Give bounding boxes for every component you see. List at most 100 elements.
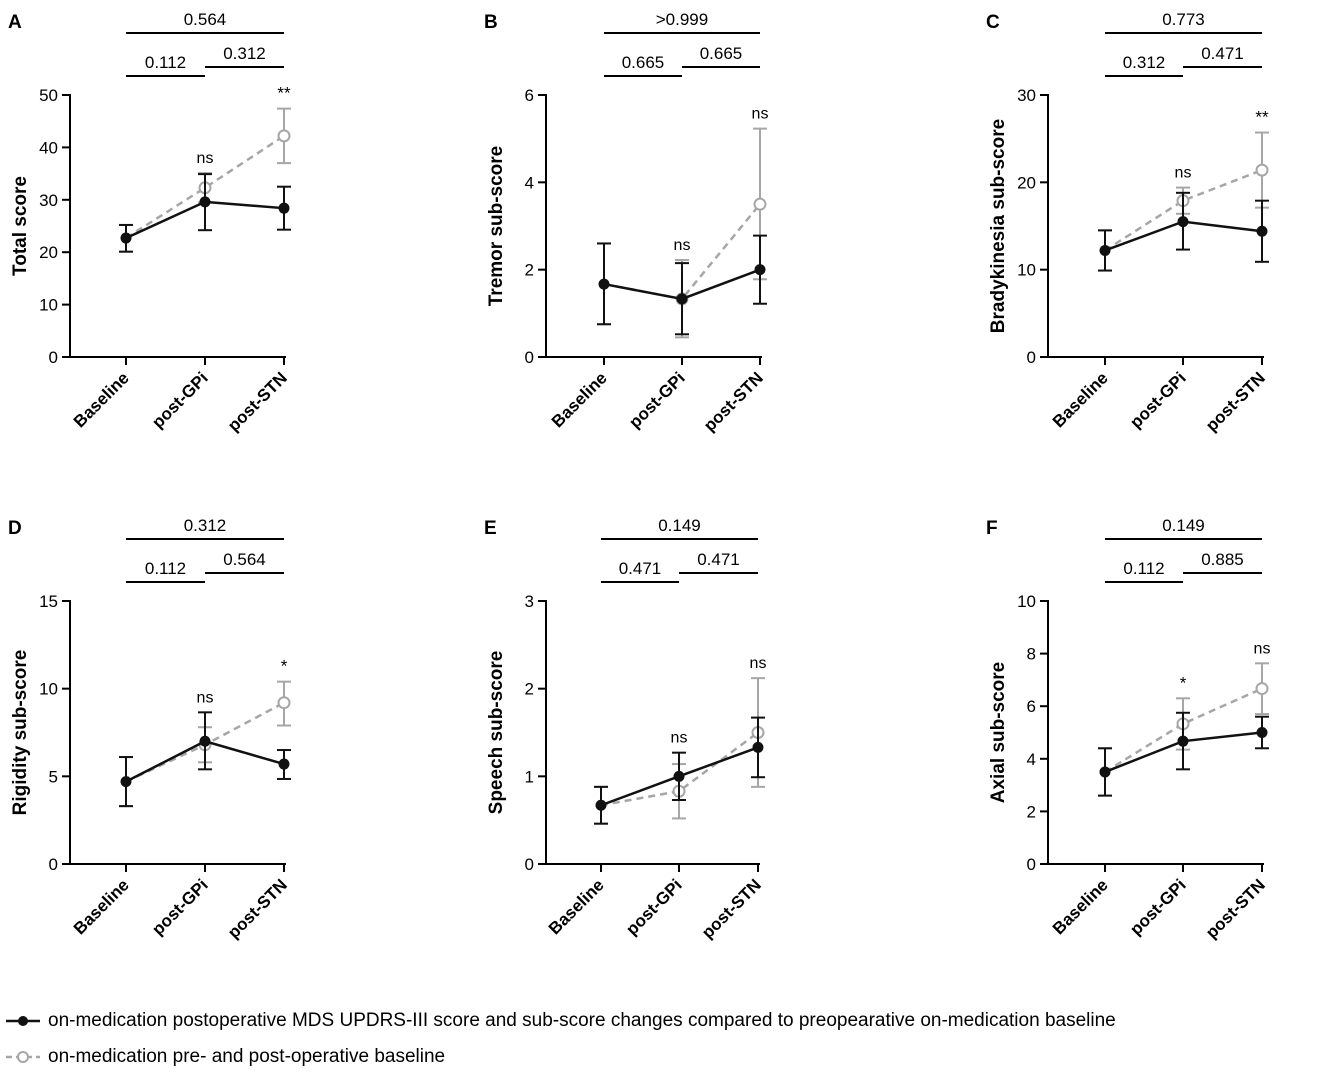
significance-label: ns xyxy=(197,150,214,167)
series-line xyxy=(600,731,759,807)
data-point xyxy=(199,196,211,208)
data-point xyxy=(1177,735,1189,747)
y-tick-label: 10 xyxy=(39,296,58,315)
y-tick-label: 10 xyxy=(1017,592,1036,611)
p-value-label: 0.112 xyxy=(145,559,186,578)
significance-label: ** xyxy=(277,84,291,103)
x-tick-label: post-STN xyxy=(1202,368,1269,435)
y-tick-label: 2 xyxy=(525,261,534,280)
significance-label: ns xyxy=(674,237,691,254)
y-axis-label: Axial sub-score xyxy=(988,662,1009,804)
y-tick-label: 6 xyxy=(525,86,534,105)
p-value-label: 0.471 xyxy=(1201,44,1244,63)
panel-d: D 0 5 10 15 Rigidity sub-score Baseline post-GP… xyxy=(8,516,291,942)
x-tick-label: post-GPi xyxy=(625,368,689,432)
p-value-label: 0.149 xyxy=(1162,516,1205,535)
p-value-label: 0.665 xyxy=(700,44,743,63)
y-tick-label: 30 xyxy=(39,191,58,210)
panel-b: B 0 2 4 6 Tremor sub-score Baseline post-GPi pos… xyxy=(484,10,768,435)
significance-label: ns xyxy=(752,106,769,123)
y-tick-label: 0 xyxy=(525,855,534,874)
data-point xyxy=(199,735,211,747)
data-point xyxy=(1256,727,1268,738)
series-solid xyxy=(1098,191,1269,272)
panel-letter: F xyxy=(986,518,998,539)
panel-letter: E xyxy=(484,518,497,539)
y-tick-label: 2 xyxy=(525,680,534,699)
x-tick-label: post-GPi xyxy=(1126,875,1190,939)
x-tick-label: post-STN xyxy=(698,875,765,942)
x-tick-label: post-GPi xyxy=(1126,368,1190,432)
x-tick-label: Baseline xyxy=(545,875,608,938)
data-point xyxy=(673,770,685,782)
y-axis-label: Bradykinesia sub-score xyxy=(988,119,1009,333)
series-solid xyxy=(119,711,291,808)
y-tick-label: 8 xyxy=(1027,645,1036,664)
p-value-label: 0.665 xyxy=(622,53,665,72)
panel-letter: B xyxy=(484,12,498,33)
y-tick-label: 0 xyxy=(1027,348,1036,367)
y-tick-label: 6 xyxy=(1027,697,1036,716)
y-tick-label: 30 xyxy=(1017,86,1036,105)
panel-f: F 0 2 4 6 8 10 Axial sub-score Baseline post-GPi p… xyxy=(986,516,1270,942)
data-point xyxy=(754,264,766,276)
data-point xyxy=(277,129,291,143)
legend-entry-dashed: on-medication pre- and post-operative ba… xyxy=(0,1044,1325,1074)
data-point xyxy=(1099,766,1111,778)
legend-swatch-solid xyxy=(6,1016,40,1026)
x-tick-label: Baseline xyxy=(1049,875,1112,938)
p-value-label: 0.312 xyxy=(184,516,227,535)
significance-label: ns xyxy=(1254,640,1271,657)
significance-label: ** xyxy=(1255,108,1269,127)
p-value-label: 0.112 xyxy=(145,53,186,72)
data-point xyxy=(120,232,132,244)
data-point xyxy=(1255,163,1269,177)
x-tick-label: post-STN xyxy=(700,368,767,435)
y-tick-label: 20 xyxy=(39,243,58,262)
p-value-label: 0.773 xyxy=(1162,10,1205,29)
data-point xyxy=(753,197,767,211)
x-tick-label: post-GPi xyxy=(148,875,212,939)
y-axis-label: Rigidity sub-score xyxy=(10,650,31,816)
y-tick-label: 0 xyxy=(525,348,534,367)
y-tick-label: 40 xyxy=(39,138,58,157)
significance-label: ns xyxy=(750,655,767,672)
p-value-label: 0.312 xyxy=(223,44,266,63)
series-solid xyxy=(597,234,767,336)
p-value-label: 0.564 xyxy=(223,550,266,569)
significance-label: * xyxy=(281,657,288,676)
x-tick-label: Baseline xyxy=(70,875,133,938)
x-tick-label: Baseline xyxy=(70,368,133,431)
significance-label: ns xyxy=(197,689,214,706)
p-value-label: >0.999 xyxy=(656,10,708,29)
x-tick-label: post-STN xyxy=(224,875,291,942)
y-tick-label: 1 xyxy=(525,767,534,786)
y-tick-label: 4 xyxy=(525,173,534,192)
panel-letter: C xyxy=(986,12,1000,33)
data-point xyxy=(1256,225,1268,237)
series-line xyxy=(1104,687,1263,774)
p-value-label: 0.885 xyxy=(1201,550,1244,569)
significance-label: ns xyxy=(1175,165,1192,182)
p-value-label: 0.312 xyxy=(1123,53,1166,72)
x-tick-label: post-GPi xyxy=(622,875,686,939)
y-tick-label: 3 xyxy=(525,592,534,611)
data-point xyxy=(598,278,610,290)
data-point xyxy=(278,758,290,770)
x-tick-label: post-STN xyxy=(1202,875,1269,942)
y-tick-label: 10 xyxy=(1017,261,1036,280)
p-value-label: 0.149 xyxy=(658,516,701,535)
data-point xyxy=(120,776,132,788)
y-tick-label: 15 xyxy=(39,592,58,611)
data-point xyxy=(278,202,290,214)
series-line xyxy=(125,134,285,240)
significance-label: * xyxy=(1180,673,1187,692)
legend-label-dashed: on-medication pre- and post-operative ba… xyxy=(48,1046,446,1067)
x-tick-label: post-GPi xyxy=(148,368,212,432)
series-dashed xyxy=(594,677,765,825)
p-value-label: 0.471 xyxy=(697,550,740,569)
data-point xyxy=(1177,216,1189,228)
y-tick-label: 50 xyxy=(39,86,58,105)
